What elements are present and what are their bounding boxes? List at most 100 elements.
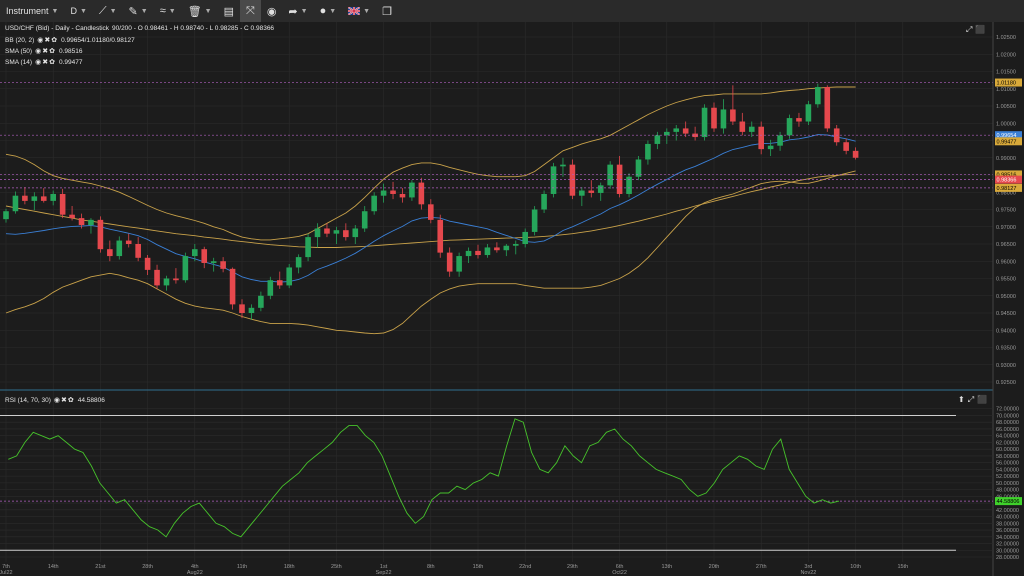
expand-icon[interactable]: ⤢ [966,25,973,34]
chevron-down-icon: ▼ [79,7,87,15]
rsi-pane-controls[interactable]: ⬆ ⤢ ⬛ [958,395,987,405]
language-menu[interactable]: ▼ [342,0,376,22]
rsi-value: 44.58806 [77,396,105,404]
price-axis[interactable]: 1.02500 1.02000 1.01500 1.01000 1.00500 1.000… [992,22,1024,576]
sma14-controls[interactable]: ◉✖✿ [35,58,56,66]
candle-body [295,257,302,268]
candle [116,236,123,260]
candle-body [758,126,764,150]
legend-ohlc: 90/200 - O 0.98461 - H 0.98740 - L 0.982… [112,25,275,32]
date-tick-label: 28th [142,564,153,570]
price-tag-label: 1.01180 [997,81,1016,87]
candle [210,257,217,272]
date-tick-sublabel: Oct22 [612,570,627,576]
rsi-tick-label: 62.00000 [996,440,1019,446]
candle-body [380,190,387,196]
bb-controls[interactable]: ◉✖✿ [37,36,58,44]
candle [626,173,632,198]
layout-button[interactable]: ▤ [218,0,240,22]
date-tick-label: 22nd [519,564,531,570]
candle-body [107,249,113,257]
candle-body [550,166,557,194]
popout-button[interactable]: ❐ [376,0,398,22]
arrow-up-icon[interactable]: ⬆ [958,395,965,404]
candle-body [446,252,453,272]
candle [805,100,812,125]
legend-sma14: SMA (14) ◉✖✿ 0.99477 [5,58,82,67]
candle-body [730,109,736,122]
eye-icon: ◉ [35,48,43,55]
share-menu[interactable]: ➦ ▼ [282,0,313,22]
rsi-tick-label: 30.00000 [996,548,1019,554]
price-tick-label: 0.93500 [996,346,1016,352]
candle-body [50,193,56,201]
chart-area[interactable]: 1.02500 1.02000 1.01500 1.01000 1.00500 1.000… [0,22,1024,576]
expand-icon[interactable]: ⤢ [967,395,975,404]
maximize-icon[interactable]: ⬛ [977,395,988,404]
candle [824,85,831,132]
candle-body [343,230,349,238]
price-tag [995,131,1022,140]
candle [796,112,802,127]
candle-body [456,256,462,272]
candle-body [503,245,510,251]
candle-body [210,261,217,263]
delete-menu[interactable]: 🗑 ▼ [182,0,218,22]
rsi-controls[interactable]: ◉✖✿ [54,396,75,404]
candle-body [144,257,151,270]
date-tick-sublabel: Nov22 [800,570,816,576]
date-tick-label: 25th [331,564,342,570]
drawing-tools-menu[interactable]: ⟋ ▼ [93,0,123,22]
date-tick-label: 14th [48,564,59,570]
candle [276,271,283,289]
candle-body [673,128,680,132]
date-tick-label: 27th [756,564,767,570]
date-tick-sublabel: Sep22 [376,570,392,576]
candle-body [579,190,585,196]
candle-body [437,219,444,253]
candle [305,233,311,262]
indicators-menu[interactable]: ≈ ▼ [154,0,182,22]
candle [324,223,330,238]
candle [852,147,859,160]
main-pane-controls[interactable]: ⤢ ⬛ [966,25,985,35]
fit-button[interactable]: ⤧ [240,0,261,22]
candle [767,139,774,157]
date-tick-sublabel: Jul22 [0,570,13,576]
rsi-tick-label: 48.00000 [996,488,1019,494]
color-menu[interactable]: ● ▼ [314,0,343,22]
camera-button[interactable]: ◉ [261,0,283,22]
candle-body [12,195,19,212]
date-tick-label: 20th [709,564,720,570]
candle [192,244,198,262]
rsi-tick-label: 34.00000 [996,535,1019,541]
chevron-down-icon: ▼ [300,7,308,15]
sma50-controls[interactable]: ◉✖✿ [35,47,56,55]
bb-values: 0.99654/1.01180/0.98127 [61,36,135,44]
candle-body [531,209,538,232]
legend-sma50: SMA (50) ◉✖✿ 0.98516 [5,47,82,56]
chevron-down-icon: ▼ [140,7,148,15]
instrument-menu[interactable]: Instrument ▼ [0,0,64,22]
indicators-icon: ≈ [159,5,166,17]
timeframe-menu[interactable]: D ▼ [64,0,92,22]
candle [673,124,680,141]
price-tick-label: 0.98000 [996,190,1016,196]
candle-body [824,87,831,129]
gear-icon: ✿ [49,48,56,55]
candle-body [135,244,141,258]
candle [494,242,500,253]
candle [560,157,566,177]
pen-tools-menu[interactable]: ✎ ▼ [123,0,154,22]
date-tick-label: 13th [661,564,672,570]
candle [380,183,387,203]
candle-body [616,164,623,194]
candle [635,156,642,181]
candle [616,156,623,198]
candle-body [682,128,689,134]
maximize-icon[interactable]: ⬛ [975,25,986,34]
candle [22,187,28,205]
date-tick-label: 1st [380,564,388,570]
candle [361,206,368,232]
